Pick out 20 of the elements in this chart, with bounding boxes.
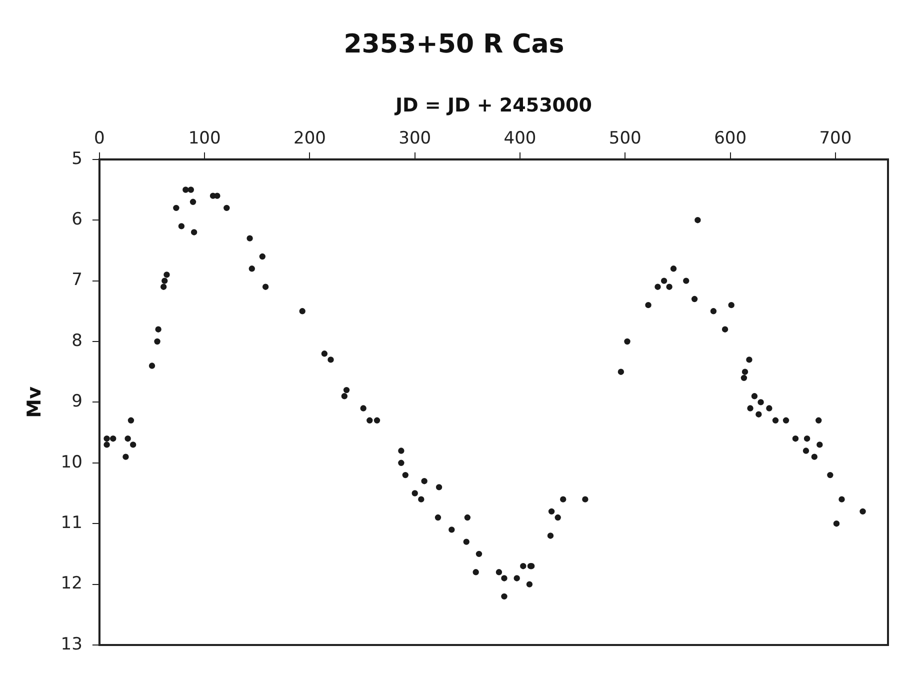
y-tick-label: 10 — [60, 452, 82, 472]
y-tick-label: 13 — [60, 634, 82, 654]
y-tick-label: 8 — [72, 330, 82, 351]
y-tick-label: 6 — [72, 210, 82, 230]
x-tick-label: 500 — [608, 128, 642, 149]
x-tick-label: 400 — [504, 128, 536, 149]
x-tick-label: 600 — [714, 128, 747, 149]
y-tick-label: 11 — [60, 513, 82, 534]
x-tick-label: 100 — [188, 128, 221, 149]
x-tick-label: 200 — [293, 128, 326, 149]
chart-title: 2353+50 R Cas — [344, 29, 564, 60]
x-tick-label: 700 — [819, 128, 852, 149]
y-tick-label: 5 — [72, 148, 82, 169]
y-tick-label: 9 — [72, 392, 82, 412]
y-axis-title: Mv — [23, 386, 46, 418]
x-tick-label: 300 — [398, 128, 432, 149]
y-tick-label: 12 — [60, 574, 82, 594]
x-tick-label: 0 — [94, 128, 105, 149]
x-axis-title: JD = JD + 2453000 — [393, 94, 592, 117]
y-tick-label: 7 — [72, 270, 82, 290]
